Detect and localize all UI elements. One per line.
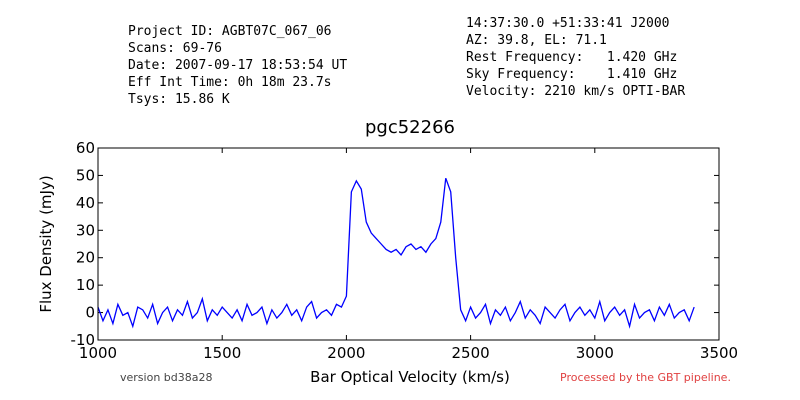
x-tick-label: 1000 bbox=[79, 344, 117, 362]
y-tick-label: 60 bbox=[76, 139, 95, 157]
y-tick-label: 30 bbox=[76, 221, 95, 239]
header-right-line: 14:37:30.0 +51:33:41 J2000 bbox=[466, 16, 670, 31]
header-left-line: Eff Int Time: 0h 18m 23.7s bbox=[128, 75, 332, 90]
y-tick-label: 40 bbox=[76, 194, 95, 212]
x-tick-label: 2500 bbox=[452, 344, 490, 362]
x-tick-label: 3000 bbox=[576, 344, 614, 362]
y-tick-label: -10 bbox=[71, 331, 96, 349]
header-right-line: Sky Frequency: 1.410 GHz bbox=[466, 67, 677, 82]
y-tick-label: 20 bbox=[76, 249, 95, 267]
x-tick-label: 2000 bbox=[327, 344, 365, 362]
header-left-line: Date: 2007-09-17 18:53:54 UT bbox=[128, 58, 347, 73]
header-right-line: AZ: 39.8, EL: 71.1 bbox=[466, 33, 607, 48]
header-left-line: Scans: 69-76 bbox=[128, 41, 222, 56]
header-right-line: Velocity: 2210 km/s OPTI-BAR bbox=[466, 84, 685, 99]
x-tick-label: 1500 bbox=[203, 344, 241, 362]
header-right-line: Rest Frequency: 1.420 GHz bbox=[466, 50, 677, 65]
footer-pipeline: Processed by the GBT pipeline. bbox=[560, 371, 731, 384]
y-tick-label: 50 bbox=[76, 166, 95, 184]
y-axis-label: Flux Density (mJy) bbox=[37, 175, 55, 312]
x-axis-label: Bar Optical Velocity (km/s) bbox=[310, 368, 510, 386]
chart-title: pgc52266 bbox=[365, 117, 455, 138]
x-tick-label: 3500 bbox=[700, 344, 738, 362]
y-tick-label: 0 bbox=[85, 304, 95, 322]
plot-frame bbox=[97, 147, 720, 341]
header-left-line: Tsys: 15.86 K bbox=[128, 92, 230, 107]
header-left-line: Project ID: AGBT07C_067_06 bbox=[128, 24, 332, 39]
footer-version: version bd38a28 bbox=[120, 371, 213, 384]
y-tick-label: 10 bbox=[76, 276, 95, 294]
spectrum-line bbox=[97, 177, 695, 329]
